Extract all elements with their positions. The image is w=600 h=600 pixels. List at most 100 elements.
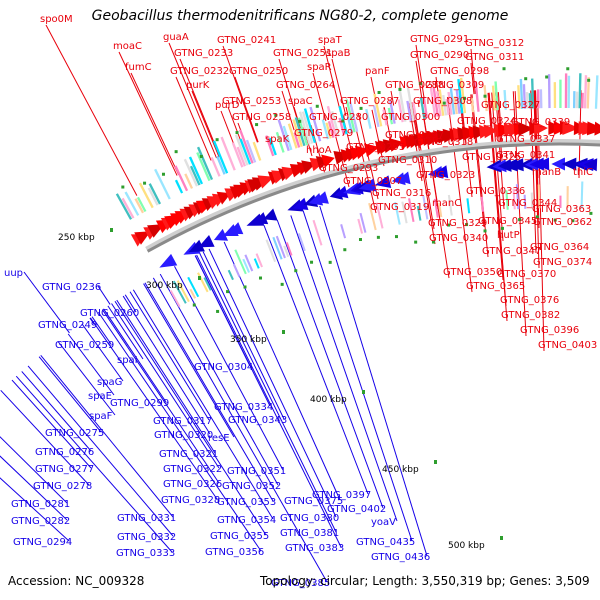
forward-leader-line <box>383 107 392 142</box>
marker-tick <box>394 235 398 239</box>
forward-gene-label: manB <box>532 167 561 178</box>
cog-bar-outer <box>292 119 303 147</box>
cog-bar-inner <box>515 184 520 210</box>
forward-leader-line <box>293 106 301 129</box>
cog-bar-outer <box>297 117 309 146</box>
reverse-leader-line <box>114 300 267 536</box>
forward-gene-label: panF <box>365 66 390 77</box>
forward-gene-arrow <box>562 120 580 135</box>
marker-tick <box>216 309 220 313</box>
reverse-gene-label: GTNG_0381 <box>280 528 339 539</box>
kbp-label: 250 kbp <box>58 233 95 243</box>
figure-title: Geobacillus thermodenitrificans NG80-2, … <box>91 8 509 24</box>
reverse-gene-arrow <box>507 158 524 172</box>
forward-leader-line <box>487 92 504 281</box>
marker-tick <box>518 218 522 222</box>
cog-bar-inner <box>512 188 516 210</box>
cog-bar-outer <box>457 79 464 114</box>
forward-gene-label: GTNG_0382 <box>501 310 560 321</box>
reverse-gene-arrow <box>334 185 349 199</box>
cog-bar-outer <box>432 87 439 117</box>
forward-gene-label: GTNG_0318 <box>414 137 473 148</box>
reverse-gene-arrow <box>358 178 377 192</box>
cog-bar-outer <box>429 87 437 118</box>
cog-bar-outer <box>382 109 388 126</box>
cog-bar-outer <box>459 77 467 114</box>
cog-bar-outer <box>453 96 458 115</box>
forward-leader-line <box>191 90 220 158</box>
forward-gene-label: GTNG_0311 <box>465 52 524 63</box>
marker-tick <box>502 67 506 71</box>
marker-tick <box>589 211 593 215</box>
cog-bar-inner <box>340 223 347 239</box>
cog-bar-inner <box>285 242 293 256</box>
kbp-tick <box>434 460 437 464</box>
forward-gene-label: GTNG_0295 <box>346 142 405 153</box>
cog-bar-outer <box>184 173 194 189</box>
cog-bar-outer <box>345 99 356 133</box>
reverse-gene-arrow <box>535 157 550 171</box>
cog-bar-inner <box>580 181 584 209</box>
cog-bar-outer <box>389 100 396 124</box>
marker-tick <box>462 96 466 100</box>
cog-bar-inner <box>172 280 187 304</box>
reverse-leader-line <box>38 356 102 433</box>
reverse-gene-label: uup <box>4 268 23 279</box>
reverse-gene-label: GTNG_0352 <box>222 481 281 492</box>
marker-tick <box>143 181 147 185</box>
reverse-gene-label: GTNG_0317 <box>153 416 212 427</box>
cog-bar-inner <box>312 219 323 246</box>
marker-tick <box>483 229 487 233</box>
marker-tick <box>315 104 319 108</box>
marker-tick <box>447 223 451 227</box>
forward-gene-label: GTNG_0258 <box>232 112 291 123</box>
cog-bar-inner <box>232 263 241 278</box>
cog-bar-inner <box>297 233 306 252</box>
marker-tick <box>199 154 203 158</box>
forward-leader-line <box>530 90 537 254</box>
cog-bar-outer <box>531 78 535 109</box>
forward-gene-arrow <box>483 124 499 139</box>
forward-gene-label: GTNG_0287 <box>340 96 399 107</box>
cog-bar-inner <box>244 254 254 272</box>
cog-bar-outer <box>268 137 277 156</box>
forward-gene-label: GTNG_0316 <box>372 188 431 199</box>
cog-bar-inner <box>242 258 251 273</box>
marker-tick <box>243 285 247 289</box>
cog-bar-inner <box>227 269 234 281</box>
cog-bar-outer <box>121 197 135 219</box>
reverse-gene-label: spaF <box>89 411 113 422</box>
reverse-gene-label: spaE <box>88 391 112 402</box>
reverse-leader-line <box>174 266 284 471</box>
forward-leader-line <box>168 42 217 159</box>
forward-gene-label: GTNG_0310 <box>378 155 437 166</box>
reverse-leader-line <box>103 308 167 403</box>
forward-leader-line <box>495 92 505 210</box>
forward-gene-label: GTNG_0323 <box>416 170 475 181</box>
forward-gene-label: GTNG_0279 <box>294 128 353 139</box>
forward-gene-label: GTNG_0325 <box>462 152 521 163</box>
cog-bar-outer <box>419 97 426 119</box>
reverse-leader-line <box>263 225 369 495</box>
reverse-gene-arrow <box>397 171 411 185</box>
reverse-gene-label: GTNG_0343 <box>228 415 287 426</box>
reverse-leader-line <box>202 251 285 420</box>
forward-gene-arrow <box>321 154 335 168</box>
kbp-tick <box>282 330 285 334</box>
forward-leader-line <box>420 100 450 279</box>
forward-leader-line <box>312 72 327 122</box>
forward-gene-label: fumC <box>125 62 152 73</box>
reverse-gene-label: GTNG_0304 <box>194 362 253 373</box>
reverse-gene-label: GTNG_0277 <box>35 464 94 475</box>
reverse-leader-line <box>302 211 413 542</box>
cog-bar-inner <box>422 195 429 220</box>
forward-gene-label: GTNG_0300 <box>381 112 440 123</box>
marker-tick <box>215 138 219 142</box>
reverse-leader-line <box>91 316 112 345</box>
cog-bar-inner <box>272 236 283 260</box>
cog-bar-inner <box>394 202 401 225</box>
marker-tick <box>226 290 230 294</box>
cog-bar-inner <box>187 276 200 298</box>
reverse-gene-arrow <box>159 253 178 268</box>
